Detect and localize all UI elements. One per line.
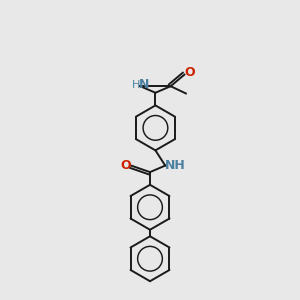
Text: N: N [139, 78, 149, 91]
Text: H: H [132, 80, 140, 90]
Text: O: O [120, 159, 131, 172]
Text: O: O [184, 66, 195, 79]
Text: NH: NH [165, 159, 186, 172]
